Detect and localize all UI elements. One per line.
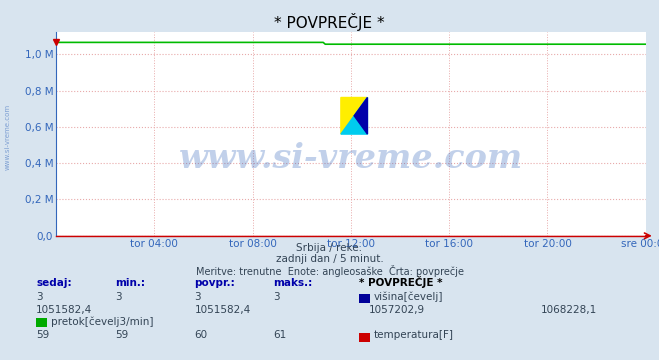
Polygon shape	[341, 98, 368, 134]
Text: 1057202,9: 1057202,9	[369, 305, 425, 315]
Text: 61: 61	[273, 330, 287, 341]
Text: 3: 3	[273, 292, 280, 302]
Text: višina[čevelj]: višina[čevelj]	[374, 291, 443, 302]
Text: 3: 3	[36, 292, 43, 302]
Text: zadnji dan / 5 minut.: zadnji dan / 5 minut.	[275, 254, 384, 264]
Text: maks.:: maks.:	[273, 278, 313, 288]
Text: pretok[čevelj3/min]: pretok[čevelj3/min]	[51, 316, 154, 327]
Text: Srbija / reke.: Srbija / reke.	[297, 243, 362, 253]
Text: www.si-vreme.com: www.si-vreme.com	[5, 104, 11, 170]
Polygon shape	[341, 98, 368, 134]
Text: povpr.:: povpr.:	[194, 278, 235, 288]
Text: Meritve: trenutne  Enote: angleosaške  Črta: povprečje: Meritve: trenutne Enote: angleosaške Črt…	[196, 265, 463, 276]
Text: 3: 3	[194, 292, 201, 302]
Text: www.si-vreme.com: www.si-vreme.com	[179, 142, 523, 175]
Text: 1051582,4: 1051582,4	[194, 305, 250, 315]
Text: 59: 59	[36, 330, 49, 341]
Text: min.:: min.:	[115, 278, 146, 288]
Text: 60: 60	[194, 330, 208, 341]
Text: 1068228,1: 1068228,1	[540, 305, 596, 315]
Text: 3: 3	[115, 292, 122, 302]
Polygon shape	[354, 98, 368, 134]
Text: * POVPREČJE *: * POVPREČJE *	[274, 13, 385, 31]
Text: temperatura[F]: temperatura[F]	[374, 330, 453, 341]
Text: * POVPREČJE *: * POVPREČJE *	[359, 276, 443, 288]
Text: 1051582,4: 1051582,4	[36, 305, 92, 315]
Text: sedaj:: sedaj:	[36, 278, 72, 288]
Text: 59: 59	[115, 330, 129, 341]
